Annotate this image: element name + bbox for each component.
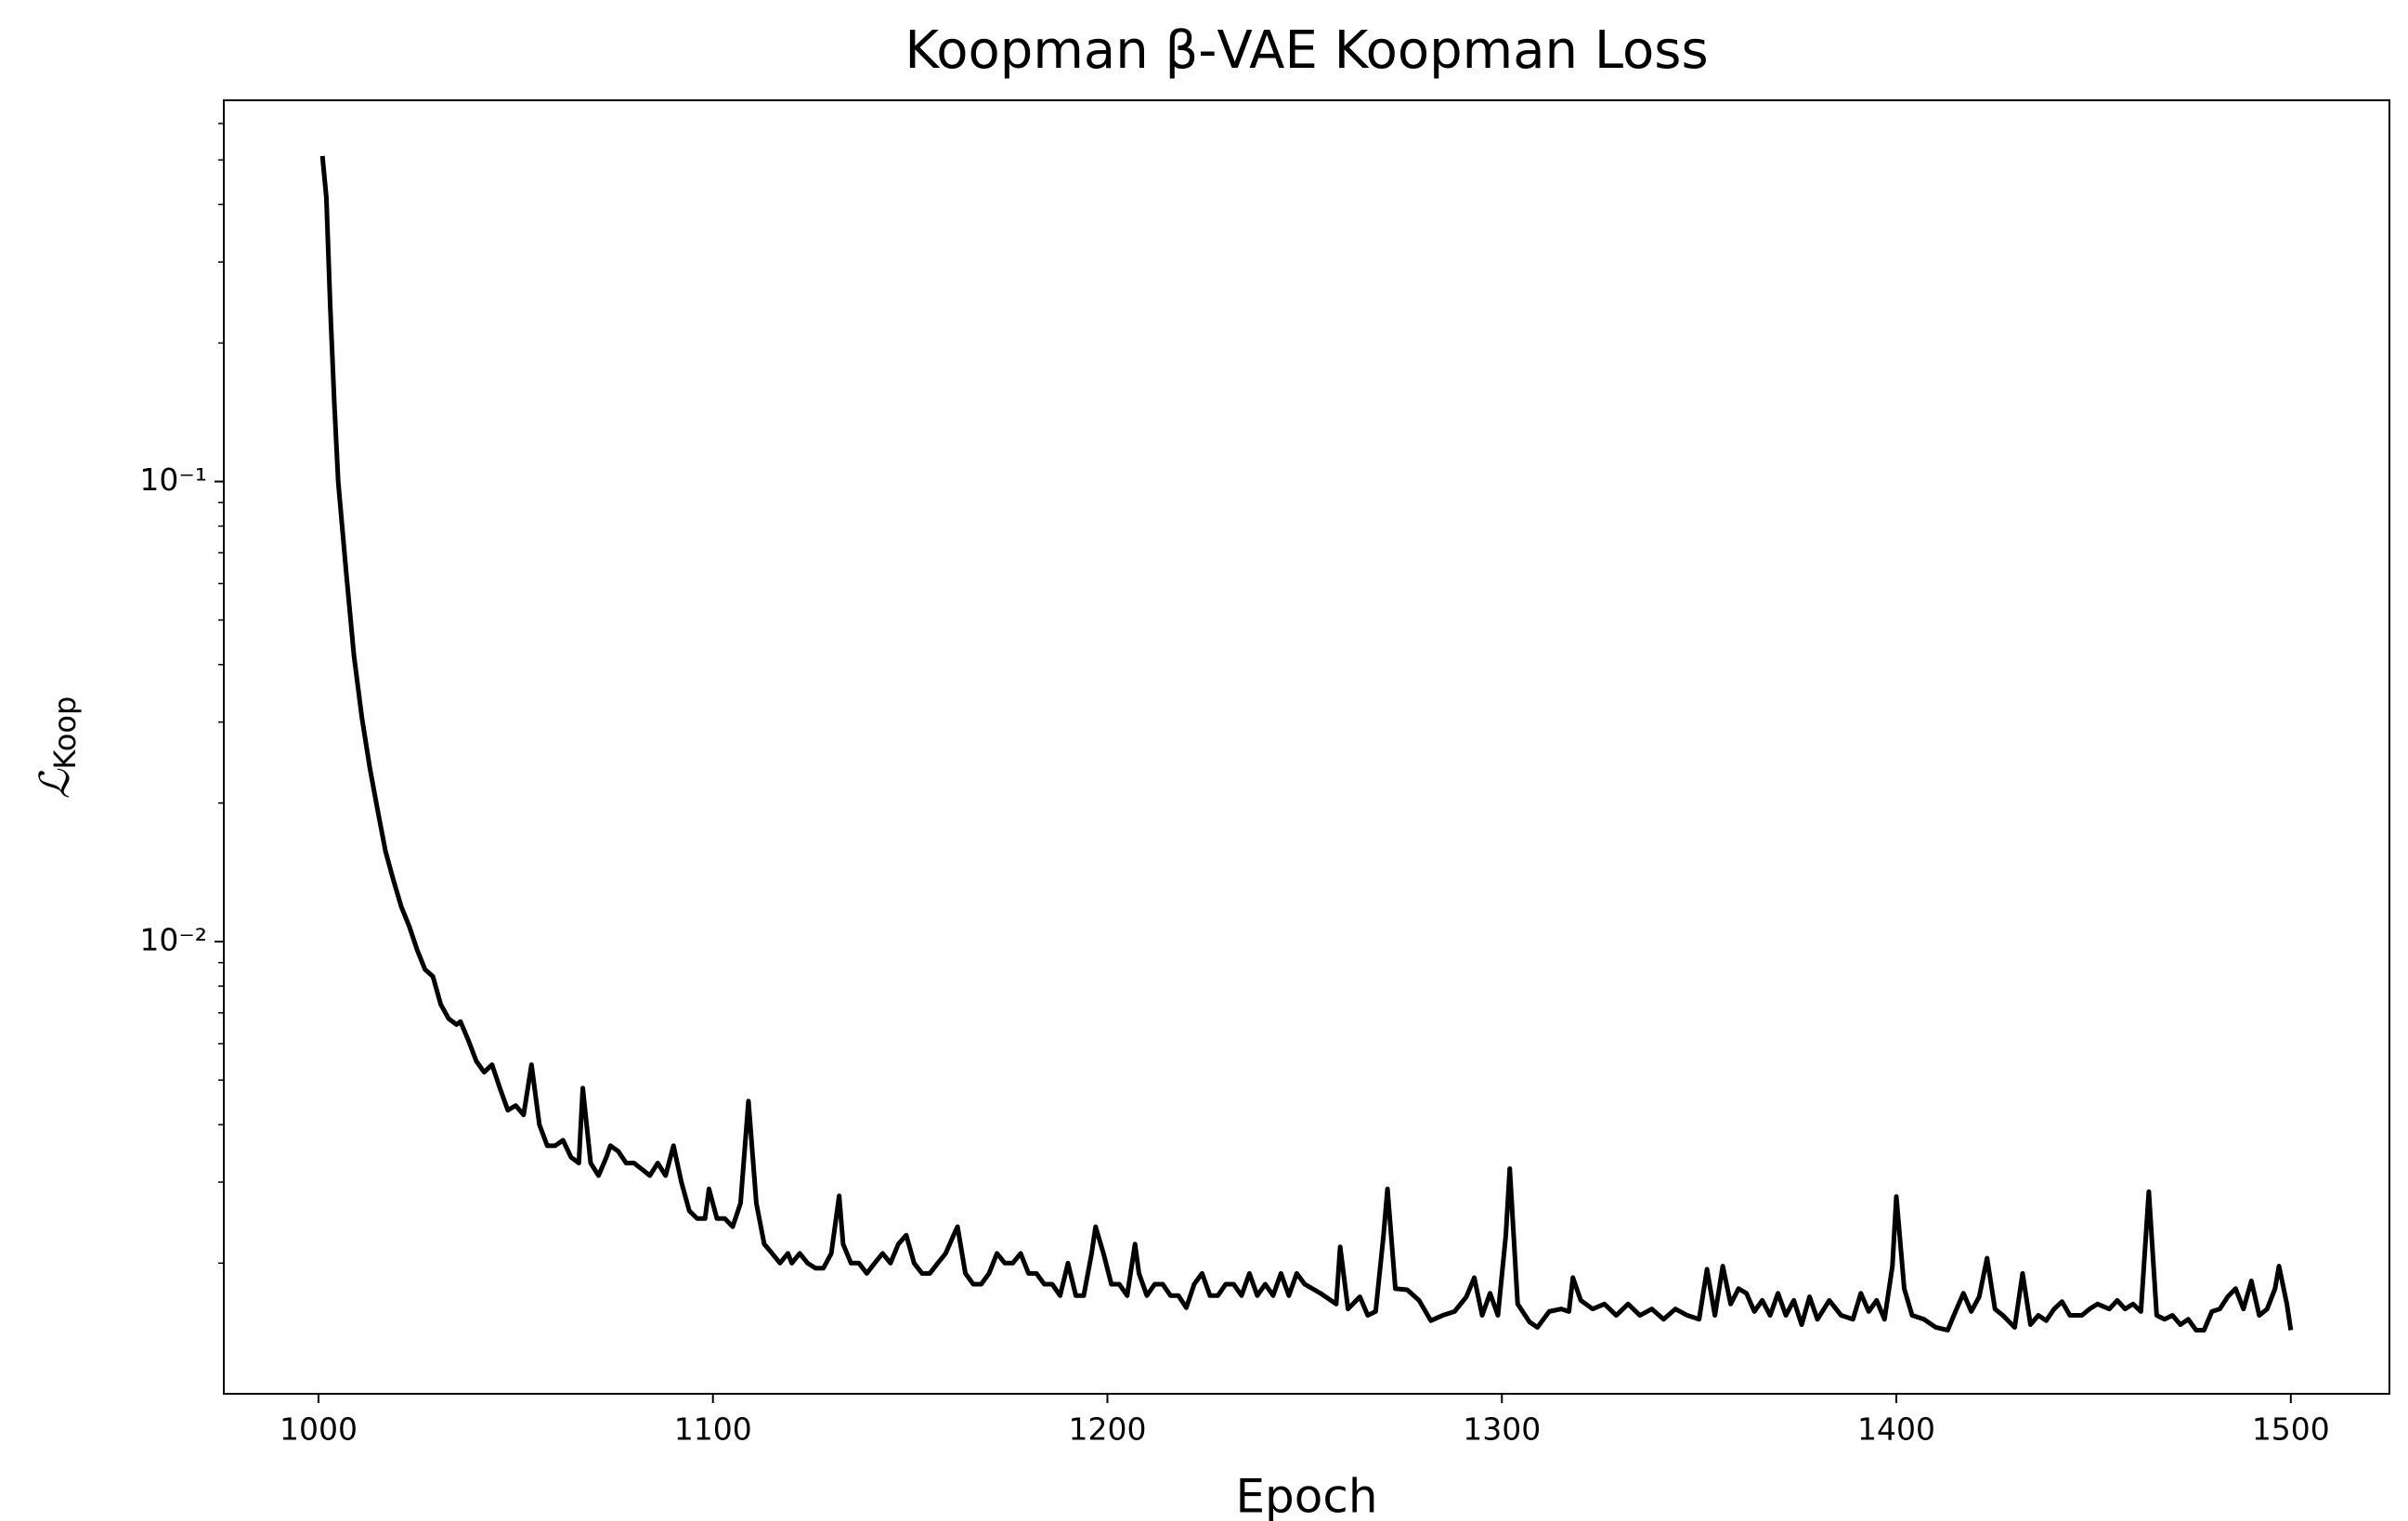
x-tick-label: 1200 (1068, 1411, 1146, 1448)
x-axis-label: Epoch (1235, 1470, 1377, 1521)
x-tick-label: 1500 (2252, 1411, 2330, 1448)
x-tick-label: 1400 (1857, 1411, 1935, 1448)
data-line (319, 155, 2294, 1332)
x-tick-label: 1300 (1463, 1411, 1541, 1448)
chart-title: Koopman β-VAE Koopman Loss (905, 20, 1708, 81)
y-axis-label-subscript: Koop (47, 696, 83, 770)
plot-frame (223, 99, 2390, 1395)
y-axis-label: ℒKoop (32, 696, 84, 800)
x-tick-label: 1100 (674, 1411, 752, 1448)
y-tick-label: 10⁻² (139, 921, 207, 957)
y-tick-label: 10⁻¹ (139, 462, 207, 498)
x-tick-label: 1000 (280, 1411, 358, 1448)
y-axis-label-symbol: ℒ (32, 768, 79, 799)
